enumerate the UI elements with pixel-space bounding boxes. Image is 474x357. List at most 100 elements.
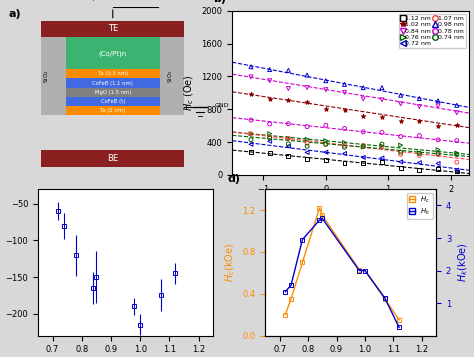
Point <box>322 141 329 147</box>
Point <box>266 78 273 84</box>
Point <box>453 150 461 156</box>
$H_k$ <box>300 237 305 242</box>
Point <box>303 85 311 90</box>
Text: a): a) <box>9 9 21 19</box>
Point <box>434 151 442 156</box>
Point <box>266 135 273 141</box>
Point <box>266 96 273 102</box>
Point <box>359 129 367 135</box>
Point <box>284 143 292 149</box>
Point <box>416 151 423 156</box>
Point <box>397 134 404 139</box>
Point <box>266 67 273 72</box>
Point <box>397 149 404 155</box>
Point <box>378 85 386 91</box>
Point <box>378 144 386 150</box>
Point <box>303 140 311 146</box>
Point <box>284 121 292 127</box>
Point <box>434 98 442 104</box>
Point <box>434 147 442 152</box>
Point <box>247 131 255 137</box>
Text: GND: GND <box>215 103 229 108</box>
Text: MgO (1.5 nm): MgO (1.5 nm) <box>95 90 131 95</box>
Point <box>416 118 423 124</box>
$H_k$ <box>288 283 294 287</box>
Point <box>303 144 311 149</box>
Text: b): b) <box>213 0 226 5</box>
Point <box>453 138 461 144</box>
Point <box>322 87 329 92</box>
Point <box>341 143 348 149</box>
Point <box>416 160 423 166</box>
$H_c$ <box>300 260 305 265</box>
Point <box>416 167 423 173</box>
Point <box>397 101 404 107</box>
Point <box>322 78 329 84</box>
Point <box>397 159 404 165</box>
Point <box>341 90 348 95</box>
Point <box>284 141 292 147</box>
Line: $H_c$: $H_c$ <box>283 206 401 322</box>
Legend: 1.12 nm, 1.02 nm, 0.84 nm, 0.76 nm, 0.72 nm, 1.07 nm, 0.98 nm, 0.78 nm, 0.74 nm: 1.12 nm, 1.02 nm, 0.84 nm, 0.76 nm, 0.72… <box>399 14 466 48</box>
$H_c$ <box>356 268 362 272</box>
Text: $V_+$: $V_+$ <box>83 0 98 4</box>
Point <box>322 106 329 112</box>
Point <box>303 150 311 155</box>
Point <box>247 74 255 80</box>
Point <box>341 81 348 87</box>
Point <box>322 141 329 147</box>
$H_k$ <box>356 268 362 273</box>
Point <box>378 143 386 149</box>
$H_c$ <box>283 312 288 317</box>
Point <box>453 122 461 128</box>
Point <box>397 151 404 157</box>
Text: CoFeB (t): CoFeB (t) <box>100 99 125 104</box>
$H_k$ <box>283 290 288 294</box>
Point <box>378 130 386 135</box>
Point <box>378 155 386 161</box>
Y-axis label: $H_k$(kOe): $H_k$(kOe) <box>457 242 470 282</box>
$H_c$ <box>382 297 388 301</box>
Point <box>434 137 442 143</box>
Point <box>416 104 423 110</box>
Bar <box>66 106 160 115</box>
Point <box>247 137 255 142</box>
Point <box>453 110 461 116</box>
Text: BE: BE <box>107 154 118 163</box>
Text: Ta (0.5 nm): Ta (0.5 nm) <box>98 71 128 76</box>
Point <box>322 138 329 144</box>
Bar <box>66 37 160 69</box>
Text: SiO$_2$: SiO$_2$ <box>43 69 51 83</box>
$H_c$ <box>288 297 294 301</box>
Text: TE: TE <box>108 24 118 34</box>
Point <box>266 139 273 144</box>
Point <box>397 165 404 171</box>
Point <box>322 149 329 155</box>
Point <box>266 150 273 156</box>
Point <box>284 67 292 73</box>
Point <box>247 141 255 147</box>
Point <box>359 144 367 150</box>
Point <box>303 136 311 142</box>
$H_k$ <box>317 218 322 222</box>
Y-axis label: $H_c$ (Oe): $H_c$ (Oe) <box>182 74 196 111</box>
Point <box>453 169 461 174</box>
Bar <box>41 37 66 115</box>
Bar <box>66 79 160 88</box>
Line: $H_k$: $H_k$ <box>283 216 401 330</box>
$H_k$ <box>396 325 402 330</box>
Point <box>434 123 442 129</box>
Point <box>359 113 367 119</box>
Text: (Co/Pt)n: (Co/Pt)n <box>99 50 127 56</box>
Point <box>416 152 423 158</box>
Point <box>359 160 367 166</box>
Point <box>434 167 442 172</box>
Point <box>397 142 404 148</box>
Y-axis label: $H_c$(kOe): $H_c$(kOe) <box>223 243 237 282</box>
Point <box>266 121 273 127</box>
Point <box>303 156 311 162</box>
Point <box>284 136 292 141</box>
Point <box>359 142 367 148</box>
Point <box>378 97 386 102</box>
Point <box>453 167 461 173</box>
